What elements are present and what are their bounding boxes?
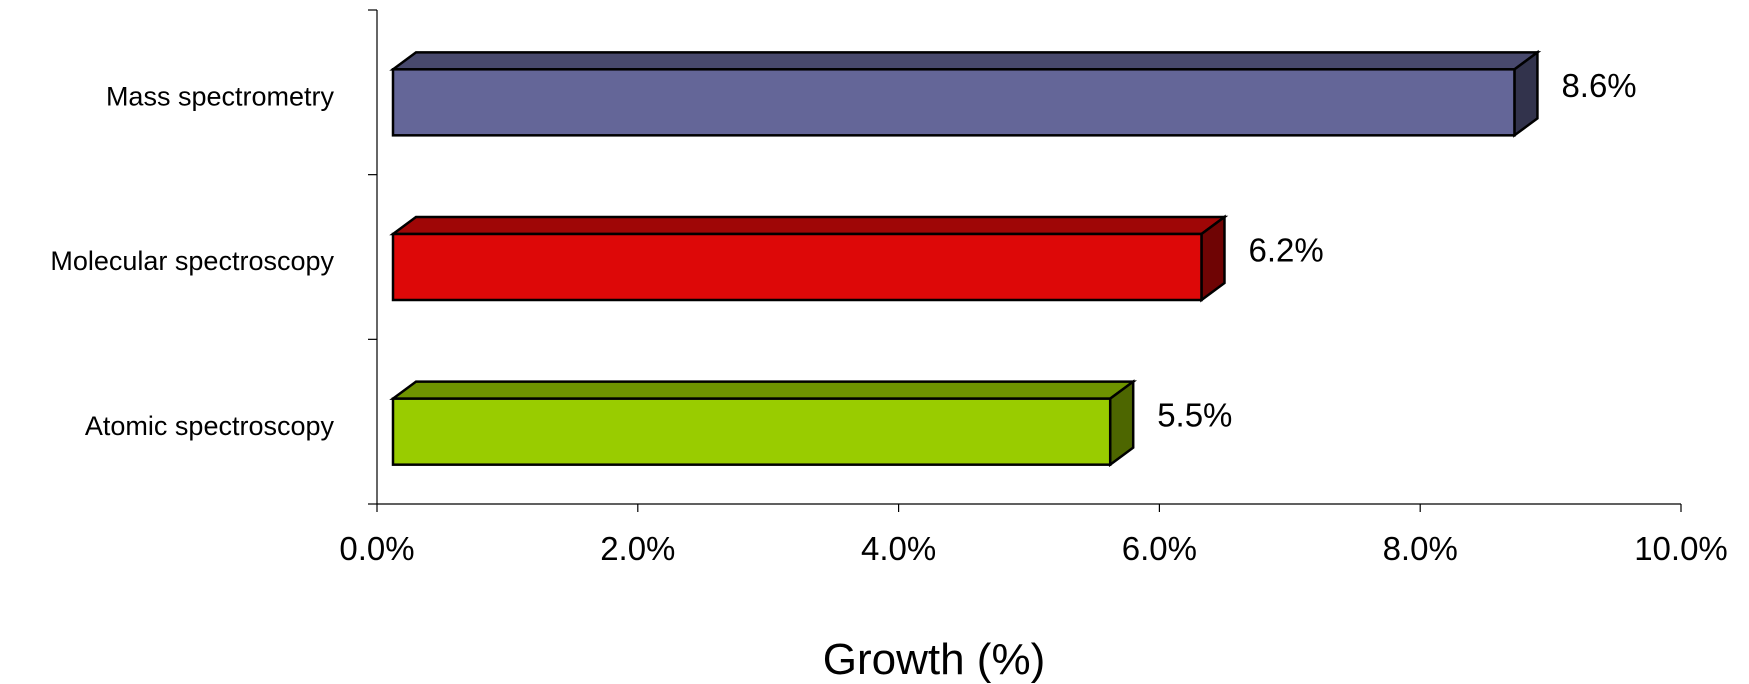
bar-top-face <box>389 380 1137 400</box>
bar-top-face <box>389 51 1542 71</box>
x-tick-label: 0.0% <box>339 530 414 567</box>
bar-front-face <box>391 68 1516 137</box>
data-label: 5.5% <box>1157 396 1232 433</box>
bar-molecular-spectroscopy <box>389 214 1229 303</box>
axes <box>368 9 1682 512</box>
x-tick-label: 10.0% <box>1634 530 1728 567</box>
bars <box>389 49 1542 468</box>
x-tick-label: 4.0% <box>861 530 936 567</box>
bar-top-face <box>389 215 1229 236</box>
data-label: 6.2% <box>1248 232 1323 269</box>
x-tick-label: 6.0% <box>1122 530 1197 567</box>
x-tick-label: 2.0% <box>600 530 675 567</box>
labels: 0.0% 2.0% 4.0% 6.0% 8.0% 10.0% Mass spectromet… <box>50 67 1727 567</box>
bar-atomic-spectroscopy <box>389 379 1137 468</box>
data-label: 8.6% <box>1561 67 1636 104</box>
bar-front-face <box>391 397 1112 466</box>
x-tick-label: 8.0% <box>1383 530 1458 567</box>
category-label: Atomic spectroscopy <box>85 411 335 441</box>
category-label: Molecular spectroscopy <box>50 246 334 276</box>
x-axis-title: Growth (%) <box>823 635 1045 684</box>
bar-mass-spectrometry <box>389 49 1542 138</box>
bar-front-face <box>391 232 1203 302</box>
category-label: Mass spectrometry <box>106 81 335 111</box>
